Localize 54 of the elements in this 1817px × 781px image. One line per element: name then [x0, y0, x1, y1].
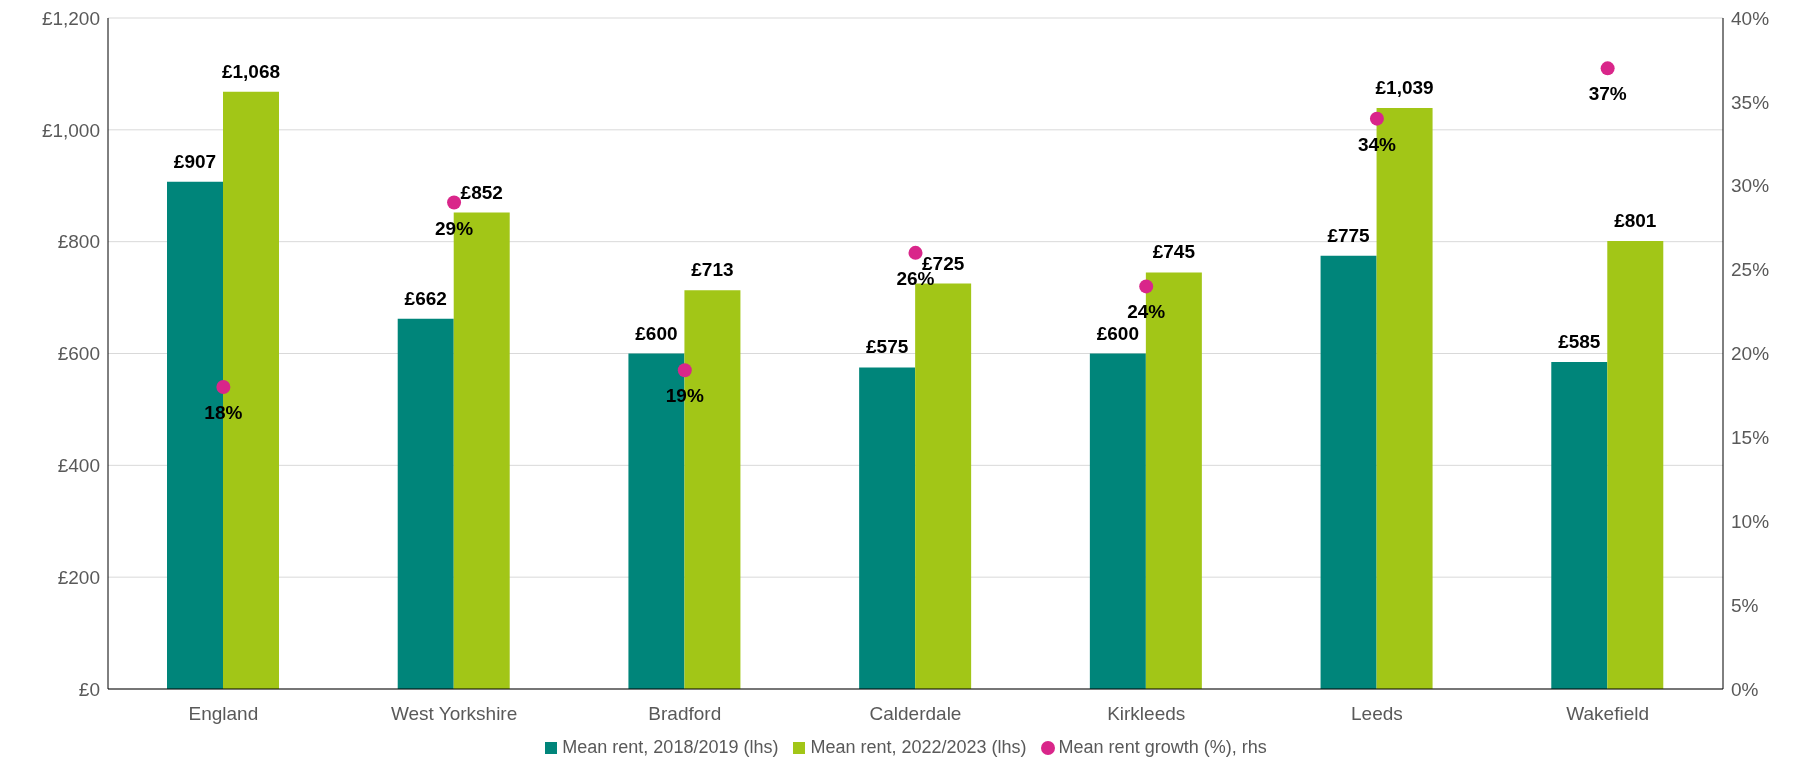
data-label: £600 — [1096, 322, 1139, 344]
bar — [1551, 361, 1608, 689]
x-tick-label: Calderdale — [869, 703, 962, 725]
data-label: £852 — [460, 181, 503, 203]
x-tick-label: England — [188, 703, 259, 725]
data-label: £585 — [1558, 330, 1601, 352]
data-label: £575 — [866, 336, 909, 358]
bar — [915, 283, 972, 689]
data-label: £775 — [1327, 224, 1371, 246]
y-tick-label: £800 — [57, 231, 100, 253]
bar — [1089, 353, 1146, 689]
y2-tick-label: 0% — [1731, 678, 1759, 700]
point — [677, 363, 692, 378]
x-tick-label: West Yorkshire — [390, 703, 518, 725]
y-tick-label: £200 — [57, 566, 100, 588]
data-label: £1,068 — [221, 60, 281, 82]
x-tick-label: Kirkleeds — [1107, 703, 1186, 725]
x-tick-label: Bradford — [648, 703, 722, 725]
bar — [1320, 255, 1377, 689]
y-tick-label: £0 — [78, 678, 100, 700]
data-label: £745 — [1152, 241, 1196, 263]
data-label: £662 — [404, 287, 447, 309]
bar — [859, 367, 916, 689]
y2-tick-label: 10% — [1731, 510, 1770, 532]
y2-tick-label: 5% — [1731, 594, 1759, 616]
y2-tick-label: 20% — [1731, 343, 1770, 365]
x-tick-label: Leeds — [1351, 703, 1403, 725]
y2-tick-label: 15% — [1731, 427, 1770, 449]
y-tick-label: £400 — [57, 455, 100, 477]
data-label: £1,039 — [1375, 77, 1434, 99]
legend-label: Mean rent growth (%), rhs — [1057, 737, 1267, 758]
bar — [397, 318, 454, 689]
point — [1600, 61, 1615, 76]
bar — [1607, 241, 1664, 689]
point — [908, 245, 923, 260]
x-tick-label: Wakefield — [1566, 703, 1649, 725]
data-label: 37% — [1588, 83, 1627, 105]
y2-tick-label: 30% — [1731, 175, 1770, 197]
data-label: £907 — [173, 150, 217, 172]
y2-tick-label: 40% — [1731, 7, 1770, 29]
data-label: £801 — [1614, 210, 1657, 232]
data-label: £713 — [691, 259, 734, 281]
y-tick-label: £600 — [57, 343, 100, 365]
point — [447, 195, 462, 210]
data-label: £600 — [635, 322, 678, 344]
legend-label: Mean rent, 2018/2019 (lhs) — [561, 737, 779, 758]
point — [1139, 279, 1154, 294]
point — [216, 380, 231, 395]
y-tick-label: £1,200 — [41, 7, 100, 29]
y-tick-label: £1,000 — [41, 119, 100, 141]
y2-tick-label: 35% — [1731, 91, 1770, 113]
point — [1369, 111, 1384, 126]
legend-label: Mean rent, 2022/2023 (lhs) — [809, 737, 1027, 758]
y2-tick-label: 25% — [1731, 259, 1770, 281]
